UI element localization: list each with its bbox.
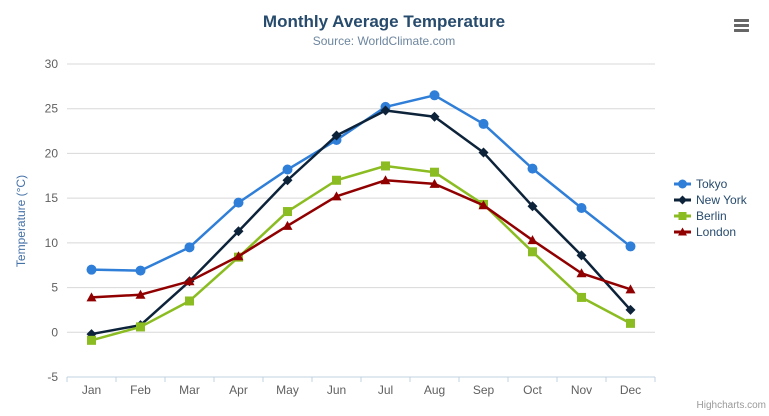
gridlines	[67, 63, 655, 378]
diamond-marker[interactable]	[625, 304, 636, 315]
series-line	[90, 94, 632, 272]
x-axis-tick-label: Aug	[424, 383, 445, 397]
square-marker[interactable]	[678, 212, 687, 220]
triangle-marker[interactable]	[135, 289, 146, 299]
series-new-york[interactable]	[86, 105, 636, 340]
triangle-marker[interactable]	[429, 178, 440, 188]
diamond-marker[interactable]	[576, 250, 587, 261]
y-axis-labels: -5 0 5 10 15 20 25 30	[45, 57, 59, 384]
square-marker[interactable]	[626, 318, 635, 328]
legend-label: Tokyo	[696, 177, 728, 191]
triangle-marker[interactable]	[184, 276, 195, 286]
square-marker[interactable]	[185, 296, 194, 306]
circle-marker[interactable]	[86, 264, 97, 275]
export-menu-button[interactable]	[729, 14, 753, 36]
circle-marker[interactable]	[576, 202, 587, 213]
x-axis-tick-label: Jan	[82, 383, 101, 397]
x-axis-tick-label: Dec	[620, 383, 641, 397]
y-axis-tick-label: 0	[51, 325, 58, 339]
y-axis-tick-label: 20	[45, 146, 59, 160]
legend-item-tokyo[interactable]: Tokyo	[674, 177, 728, 191]
triangle-marker[interactable]	[625, 284, 636, 294]
circle-marker[interactable]	[625, 241, 636, 252]
x-axis-tick-label: May	[276, 383, 299, 397]
legend-label: New York	[696, 193, 748, 207]
y-axis-tick-label: 30	[45, 57, 59, 71]
credits-label[interactable]: Highcharts.com	[697, 400, 766, 411]
y-axis-tick-label: -5	[47, 370, 58, 384]
legend-item-london[interactable]: London	[674, 225, 736, 239]
square-marker[interactable]	[332, 175, 341, 185]
legend-item-new-york[interactable]: New York	[674, 193, 748, 207]
diamond-marker[interactable]	[380, 105, 391, 116]
triangle-marker[interactable]	[380, 175, 391, 185]
series-line	[90, 164, 632, 342]
triangle-marker[interactable]	[527, 235, 538, 245]
diamond-marker[interactable]	[233, 226, 244, 237]
triangle-marker[interactable]	[576, 268, 587, 278]
chart-title: Monthly Average Temperature	[263, 12, 505, 31]
x-axis-tick-label: Jul	[378, 383, 393, 397]
diamond-marker[interactable]	[678, 195, 687, 205]
diamond-marker[interactable]	[331, 130, 342, 141]
x-axis: Jan Feb Mar Apr May Jun Jul Aug Sep Oct Nov Dec	[66, 376, 656, 397]
triangle-marker[interactable]	[233, 251, 244, 261]
x-axis-tick-label: Sep	[473, 383, 495, 397]
diamond-marker[interactable]	[429, 111, 440, 122]
x-axis-tick-label: Oct	[523, 383, 542, 397]
series-lines[interactable]	[86, 90, 636, 345]
circle-marker[interactable]	[478, 118, 489, 129]
y-axis-tick-label: 25	[45, 102, 59, 116]
diamond-marker[interactable]	[478, 147, 489, 158]
square-marker[interactable]	[430, 167, 439, 177]
y-axis-tick-label: 10	[45, 236, 59, 250]
diamond-marker[interactable]	[282, 175, 293, 186]
triangle-marker[interactable]	[678, 227, 687, 236]
chart-subtitle: Source: WorldClimate.com	[313, 34, 456, 48]
y-axis-title: Temperature (°C)	[14, 175, 28, 267]
square-marker[interactable]	[136, 322, 145, 332]
square-marker[interactable]	[577, 292, 586, 302]
x-axis-tick-label: Nov	[571, 383, 592, 397]
circle-marker[interactable]	[282, 164, 293, 175]
triangle-marker[interactable]	[331, 191, 342, 201]
square-marker[interactable]	[87, 335, 96, 345]
triangle-marker[interactable]	[86, 292, 97, 302]
x-axis-tick-label: Feb	[130, 383, 151, 397]
y-axis-tick-label: 5	[51, 281, 58, 295]
x-axis-tick-label: Apr	[229, 383, 248, 397]
series-line	[90, 179, 632, 299]
circle-marker[interactable]	[233, 197, 244, 208]
series-line	[90, 109, 632, 336]
triangle-marker[interactable]	[478, 200, 489, 210]
circle-marker[interactable]	[678, 179, 687, 189]
x-axis-tick-label: Mar	[179, 383, 200, 397]
legend-label: Berlin	[696, 209, 727, 223]
circle-marker[interactable]	[429, 90, 440, 101]
circle-marker[interactable]	[184, 242, 195, 253]
circle-marker[interactable]	[527, 163, 538, 174]
legend-label: London	[696, 225, 736, 239]
series-tokyo[interactable]	[86, 90, 636, 276]
legend-item-berlin[interactable]: Berlin	[674, 209, 727, 223]
legend[interactable]: Tokyo New York Berlin London	[674, 177, 748, 239]
x-axis-tick-label: Jun	[327, 383, 346, 397]
square-marker[interactable]	[283, 207, 292, 217]
circle-marker[interactable]	[135, 265, 146, 276]
square-marker[interactable]	[381, 161, 390, 171]
square-marker[interactable]	[528, 247, 537, 257]
triangle-marker[interactable]	[282, 220, 293, 230]
diamond-marker[interactable]	[527, 201, 538, 212]
series-london[interactable]	[86, 175, 636, 302]
y-axis-tick-label: 15	[45, 191, 59, 205]
